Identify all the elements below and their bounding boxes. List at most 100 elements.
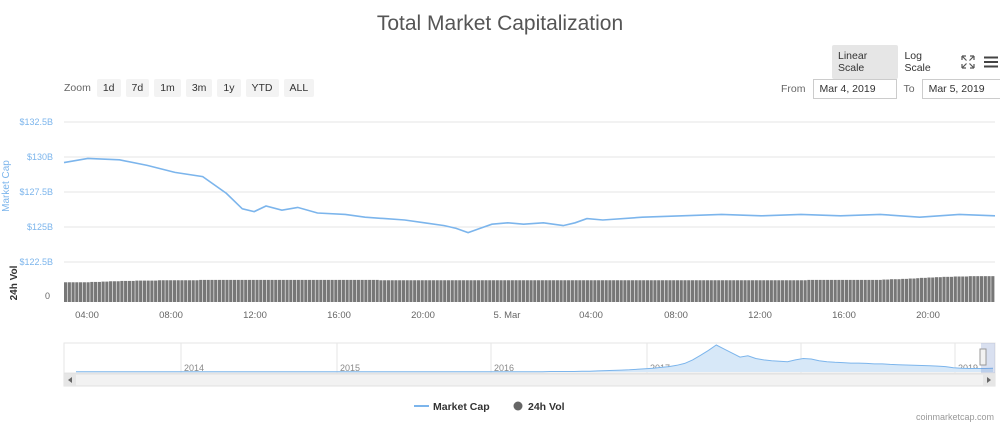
volume-bar: [844, 279, 848, 302]
credit-text: coinmarketcap.com: [915, 412, 994, 422]
volume-bar: [769, 280, 773, 302]
volume-bar: [871, 279, 875, 302]
from-date-input[interactable]: Mar 4, 2019: [812, 79, 897, 99]
volume-bar: [758, 280, 762, 302]
volume-bar: [934, 277, 939, 302]
volume-bar: [465, 280, 469, 302]
volume-bar: [653, 280, 657, 302]
volume-bar: [67, 282, 71, 302]
volume-bar: [285, 279, 289, 302]
volume-bar: [124, 280, 128, 302]
volume-bar: [942, 276, 946, 302]
volume-bar: [705, 280, 710, 302]
fullscreen-icon[interactable]: [959, 53, 977, 71]
legend-item-24h-vol[interactable]: 24h Vol: [513, 401, 565, 413]
legend-item-market-cap[interactable]: Market Cap: [414, 401, 490, 413]
date-range: From Mar 4, 2019 To Mar 5, 2019: [781, 79, 1000, 99]
volume-bar: [142, 280, 146, 302]
volume-bar: [773, 280, 777, 302]
x-tick-label: 08:00: [159, 310, 183, 321]
volume-bar: [728, 280, 732, 302]
volume-bar: [777, 280, 781, 302]
volume-bar: [668, 280, 672, 302]
volume-bar: [518, 280, 522, 302]
zoom-3m-button[interactable]: 3m: [185, 79, 213, 97]
volume-bar: [353, 279, 357, 302]
volume-bar: [240, 279, 244, 302]
zoom-1y-button[interactable]: 1y: [217, 79, 241, 97]
volume-bar: [660, 280, 665, 302]
volume-bar: [521, 280, 526, 302]
volume-bar: [619, 280, 623, 302]
volume-bar: [394, 280, 398, 302]
volume-bar: [540, 280, 544, 302]
zoom-ytd-button[interactable]: YTD: [245, 79, 279, 97]
volume-bar: [814, 279, 818, 302]
volume-bar: [702, 280, 706, 302]
y-tick-label: $127.5B: [19, 187, 53, 197]
to-date-input[interactable]: Mar 5, 2019: [921, 79, 1000, 99]
volume-bar: [244, 279, 248, 302]
volume-bar: [919, 277, 924, 302]
menu-icon[interactable]: [982, 53, 1000, 71]
volume-bar: [146, 280, 150, 302]
navigator-tick-label: 2014: [184, 363, 204, 373]
volume-bar: [897, 279, 901, 302]
volume-bar: [675, 280, 680, 302]
scrollbar[interactable]: [63, 373, 996, 387]
y-tick-label: $122.5B: [19, 257, 53, 267]
volume-bar: [916, 278, 920, 302]
volume-bar: [405, 280, 409, 302]
volume-bar: [796, 280, 800, 302]
volume-bar: [416, 280, 421, 302]
volume-bar: [555, 280, 559, 302]
volume-bar: [199, 279, 203, 302]
y-axis-ticks: $122.5B $125B $127.5B $130B $132.5B: [19, 117, 53, 267]
volume-bar: [537, 280, 541, 302]
zoom-label: Zoom: [64, 82, 91, 94]
volume-bar: [375, 279, 379, 302]
volume-bar: [424, 280, 428, 302]
volume-bar: [961, 276, 965, 302]
volume-bar: [266, 279, 270, 302]
volume-bar: [499, 280, 503, 302]
volume-bar: [841, 279, 845, 302]
volume-bar: [709, 280, 713, 302]
y-tick-label: $132.5B: [19, 117, 53, 127]
volume-bar: [469, 280, 473, 302]
volume-bar: [420, 280, 424, 302]
zoom-all-button[interactable]: ALL: [283, 79, 315, 97]
volume-bar: [949, 276, 954, 302]
x-tick-label: 20:00: [916, 310, 940, 321]
volume-bar: [169, 280, 173, 302]
volume-bar: [822, 279, 826, 302]
zoom-7d-button[interactable]: 7d: [125, 79, 150, 97]
navigator[interactable]: 201420152016201720182019: [63, 342, 996, 374]
volume-bar: [642, 280, 646, 302]
volume-bar: [852, 279, 856, 302]
log-scale-button[interactable]: Log Scale: [904, 50, 931, 74]
zoom-1m-button[interactable]: 1m: [154, 79, 181, 97]
scroll-left-icon: [68, 377, 72, 383]
x-tick-label: 04:00: [579, 310, 603, 321]
volume-bar: [315, 279, 319, 302]
volume-bar: [972, 276, 976, 302]
volume-bar: [529, 280, 533, 302]
volume-bar: [480, 280, 484, 302]
y-axis-label: Market Cap: [1, 160, 12, 212]
volume-bar: [615, 280, 619, 302]
volume-bar: [311, 279, 315, 302]
volume-bar: [191, 280, 195, 302]
volume-bar: [698, 280, 702, 302]
navigator-handle[interactable]: [979, 348, 987, 366]
linear-scale-button[interactable]: Linear Scale: [832, 45, 899, 79]
volume-bar: [803, 280, 807, 302]
volume-bar: [604, 280, 608, 302]
zoom-1d-button[interactable]: 1d: [96, 79, 121, 97]
volume-bar: [304, 279, 308, 302]
x-tick-label: 20:00: [411, 310, 435, 321]
volume-bar: [552, 280, 556, 302]
volume-bar: [446, 280, 451, 302]
volume-zero-tick: 0: [45, 291, 50, 301]
volume-bar: [262, 279, 267, 302]
